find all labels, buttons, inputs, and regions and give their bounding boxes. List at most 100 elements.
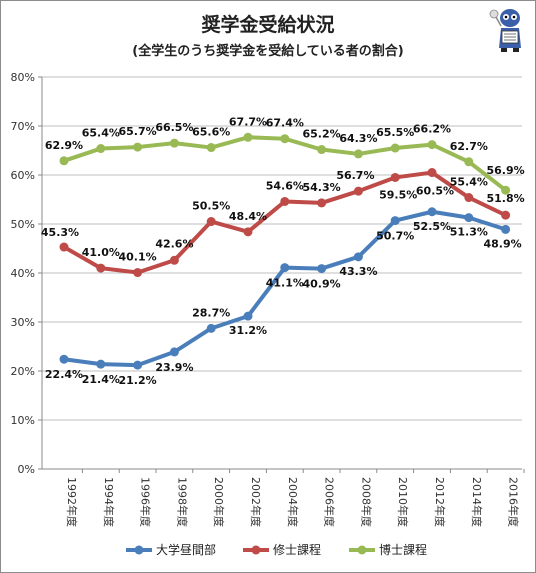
y-tick-label: 30% [11, 316, 35, 329]
x-tick-label: 2012年度 [433, 477, 447, 527]
legend-label: 修士課程 [273, 542, 321, 557]
data-label: 42.6% [155, 237, 193, 250]
axes [41, 77, 522, 470]
data-point [464, 213, 474, 223]
y-tick-label: 60% [11, 169, 35, 182]
data-label: 40.9% [303, 278, 341, 291]
data-label: 54.3% [303, 181, 341, 194]
data-point [206, 143, 216, 153]
y-tick-label: 20% [11, 365, 35, 378]
data-label: 55.4% [450, 176, 488, 189]
data-label: 62.9% [45, 139, 83, 152]
legend-marker [251, 545, 261, 555]
data-point [427, 207, 437, 217]
x-tick-label: 2000年度 [212, 477, 226, 527]
legend-marker [134, 545, 144, 555]
x-tick-label: 2006年度 [323, 477, 337, 527]
x-tick-label: 2016年度 [507, 477, 521, 527]
y-tick-label: 70% [11, 120, 35, 133]
x-tick-label: 2004年度 [286, 477, 300, 527]
data-label: 64.3% [339, 132, 377, 145]
data-point [280, 263, 290, 273]
data-label: 48.9% [484, 237, 522, 250]
data-point [133, 360, 143, 370]
data-point [390, 172, 400, 182]
data-point [206, 217, 216, 227]
data-point [133, 142, 143, 152]
data-label: 21.4% [82, 373, 120, 386]
x-tick-label: 1996年度 [139, 477, 153, 527]
data-label: 56.7% [336, 169, 374, 182]
data-label: 66.2% [413, 123, 451, 136]
data-point [317, 264, 327, 274]
data-point [96, 359, 106, 369]
data-label: 56.9% [487, 164, 525, 177]
data-label: 51.8% [487, 192, 525, 205]
x-tick-label: 2010年度 [396, 477, 410, 527]
x-tick-label: 1998年度 [175, 477, 189, 527]
data-point [206, 323, 216, 333]
x-axis-ticks: 1992年度 1994年度 1996年度 1998年度 2000年度 2002年度 2004… [65, 469, 525, 527]
data-point [353, 149, 363, 159]
data-point [464, 157, 474, 167]
mascot-icon [489, 9, 521, 52]
x-tick-label: 2008年度 [359, 477, 373, 527]
x-tick-label: 2002年度 [249, 477, 263, 527]
data-point [501, 210, 511, 220]
data-label: 52.5% [413, 220, 451, 233]
chart-subtitle: (全学生のうち奨学金を受給している者の割合) [132, 44, 404, 59]
y-tick-label: 80% [11, 71, 35, 84]
data-point [243, 132, 253, 142]
data-point [133, 268, 143, 278]
data-point [464, 193, 474, 203]
x-tick-label: 1994年度 [102, 477, 116, 527]
data-point [427, 140, 437, 150]
data-label: 41.0% [82, 246, 120, 259]
data-label: 50.7% [376, 230, 414, 243]
x-tick-label: 2014年度 [470, 477, 484, 527]
data-label: 22.4% [45, 368, 83, 381]
series-group [59, 132, 511, 370]
data-label: 62.7% [450, 140, 488, 153]
data-point [59, 242, 69, 252]
data-point [353, 186, 363, 196]
data-point [280, 134, 290, 144]
data-point [96, 263, 106, 273]
y-tick-label: 10% [11, 414, 35, 427]
data-point [169, 255, 179, 265]
x-tick-label: 1992年度 [65, 477, 79, 527]
y-axis-ticks: 0% 10% 20% 30% 40% 50% 60% 70% 80% [11, 71, 42, 476]
data-label: 50.5% [192, 200, 230, 213]
y-tick-label: 0% [18, 463, 35, 476]
data-label: 41.1% [266, 277, 304, 290]
data-point [427, 168, 437, 178]
data-labels: 22.4%21.4%21.2%23.9% 28.7% 31.2% 41.1%40.9%… [41, 115, 525, 387]
data-label: 48.4% [229, 210, 267, 223]
data-point [280, 196, 290, 206]
data-point [390, 216, 400, 226]
data-point [59, 156, 69, 166]
data-label: 65.6% [192, 126, 230, 139]
data-point [317, 145, 327, 155]
data-point [96, 144, 106, 154]
data-label: 54.6% [266, 179, 304, 192]
data-point [317, 198, 327, 208]
data-label: 23.9% [155, 361, 193, 374]
data-point [169, 347, 179, 357]
data-label: 59.5% [379, 188, 417, 201]
data-label: 28.7% [192, 306, 230, 319]
data-point [243, 227, 253, 237]
data-label: 65.4% [82, 127, 120, 140]
data-label: 65.7% [119, 125, 157, 138]
legend-label: 博士課程 [379, 542, 427, 557]
data-point [353, 252, 363, 262]
data-label: 65.2% [303, 128, 341, 141]
data-point [501, 185, 511, 195]
legend-label: 大学昼間部 [156, 542, 216, 557]
data-label: 60.5% [416, 185, 454, 198]
legend: 大学昼間部 修士課程 博士課程 [126, 542, 427, 557]
legend-marker [357, 545, 367, 555]
y-tick-label: 40% [11, 267, 35, 280]
data-point [501, 224, 511, 234]
